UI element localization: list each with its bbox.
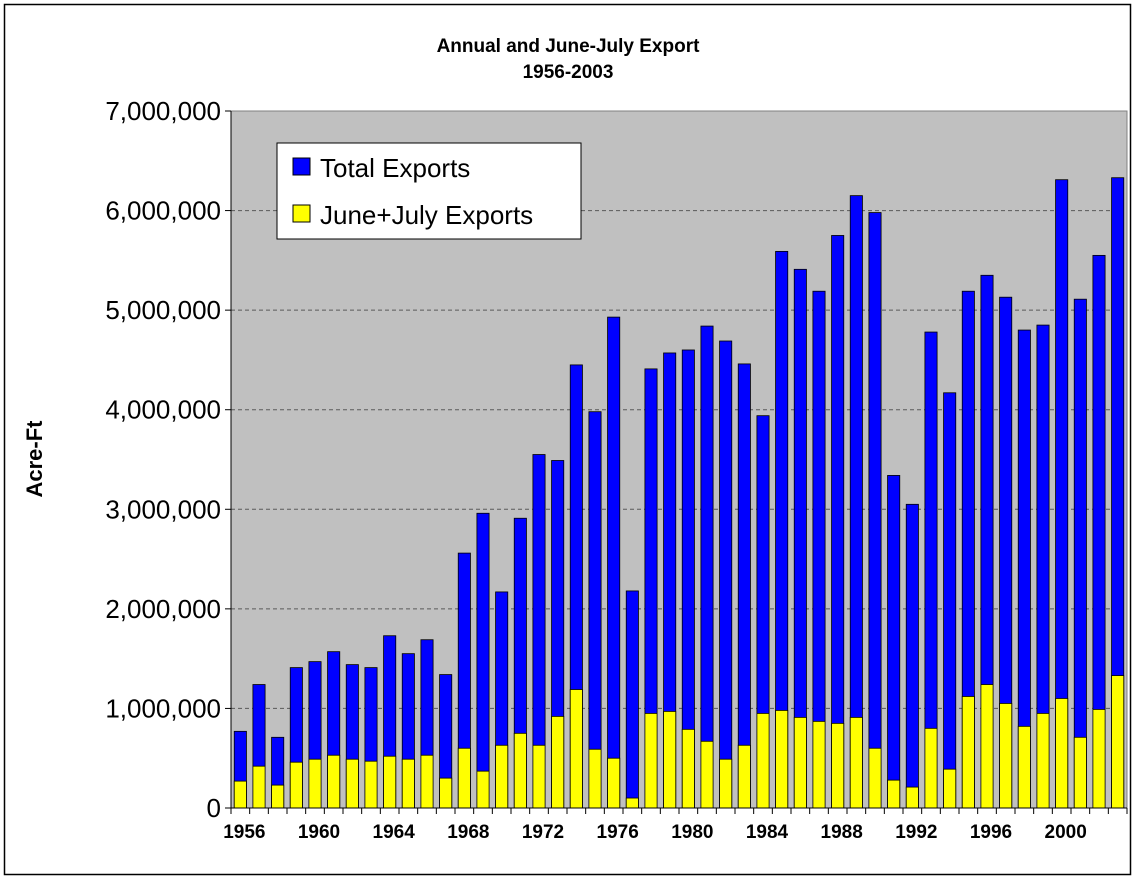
legend-swatch-june-july-exports [292, 204, 311, 223]
x-tick-label: 1972 [522, 822, 564, 843]
x-tick-label: 1984 [746, 822, 789, 843]
bar-june-july-1960 [308, 758, 322, 809]
bar-june-july-2001 [1073, 736, 1087, 809]
y-axis-label: Acre-Ft [22, 420, 47, 498]
bar-june-july-1995 [961, 696, 975, 809]
bar-june-july-1963 [364, 760, 378, 809]
bar-total-1994 [943, 392, 957, 809]
y-tick-label: 3,000,000 [105, 494, 221, 524]
bar-june-july-1977 [625, 797, 639, 809]
legend: Total Exports June+July Exports [276, 142, 582, 240]
bar-june-july-1985 [775, 710, 789, 809]
bar-total-1977 [625, 590, 639, 809]
legend-label-june-july-exports: June+July Exports [320, 200, 533, 230]
bar-june-july-1956 [233, 780, 247, 809]
bar-june-july-1979 [663, 711, 677, 809]
bar-june-july-1980 [681, 728, 695, 809]
bar-june-july-2000 [1055, 698, 1069, 809]
bar-june-july-1961 [327, 754, 341, 809]
bar-june-july-1989 [849, 716, 863, 809]
bar-total-1982 [719, 340, 733, 809]
bar-june-july-1967 [439, 777, 453, 809]
bar-june-july-1976 [607, 757, 621, 809]
bar-total-1992 [905, 503, 919, 809]
bar-june-july-1974 [569, 689, 583, 809]
bar-total-2001 [1073, 298, 1087, 809]
bar-june-july-1970 [495, 744, 509, 809]
bar-total-1976 [607, 316, 621, 809]
bar-june-july-2002 [1092, 709, 1106, 809]
chart-subtitle: 1956-2003 [523, 62, 614, 83]
bar-total-1969 [476, 512, 490, 809]
y-tick-label: 0 [207, 793, 221, 823]
bar-june-july-1992 [905, 786, 919, 809]
bar-june-july-1972 [532, 744, 546, 809]
x-tick-label: 1988 [821, 822, 863, 843]
x-tick-label: 1996 [970, 822, 1012, 843]
bar-june-july-1986 [793, 716, 807, 809]
bar-june-july-1988 [831, 722, 845, 809]
bar-june-july-1964 [383, 755, 397, 809]
bar-june-july-1991 [887, 779, 901, 809]
x-tick-label: 1976 [597, 822, 639, 843]
bar-june-july-1975 [588, 748, 602, 809]
bar-total-1981 [700, 325, 714, 809]
bars [233, 177, 1125, 809]
bar-june-july-1987 [812, 720, 826, 809]
bar-june-july-1978 [644, 713, 658, 809]
x-tick-label: 1992 [895, 822, 937, 843]
bar-june-july-1957 [252, 765, 266, 809]
y-tick-label: 5,000,000 [105, 295, 221, 325]
bar-june-july-1958 [271, 784, 285, 809]
bar-june-july-1965 [401, 758, 415, 809]
bar-june-july-1999 [1036, 713, 1050, 809]
bar-june-july-1969 [476, 770, 490, 809]
bar-june-july-1973 [551, 715, 565, 809]
bar-total-1991 [887, 475, 901, 809]
y-tick-label: 4,000,000 [105, 395, 221, 425]
bar-june-july-1966 [420, 754, 434, 809]
x-tick-label: 2000 [1045, 822, 1087, 843]
bar-total-1975 [588, 411, 602, 809]
bar-june-july-1959 [289, 761, 303, 809]
bar-june-july-1998 [1017, 725, 1031, 809]
x-tick-label: 1980 [671, 822, 713, 843]
x-axis: 1956 1960 1964 1968 1972 1976 1980 1984 1988 1992… [223, 807, 1128, 843]
bar-june-july-1994 [943, 768, 957, 809]
x-tick-label: 1968 [447, 822, 489, 843]
bar-june-july-1982 [719, 758, 733, 809]
legend-label-total-exports: Total Exports [320, 153, 470, 183]
bar-june-july-1971 [513, 732, 527, 809]
bar-june-july-1990 [868, 747, 882, 809]
bar-total-1983 [737, 363, 751, 809]
x-tick-label: 1960 [298, 822, 340, 843]
x-tick-label: 1956 [223, 822, 265, 843]
bar-total-1988 [831, 235, 845, 809]
bar-june-july-1981 [700, 740, 714, 809]
bar-june-july-2003 [1111, 675, 1125, 809]
bar-june-july-1983 [737, 744, 751, 809]
chart-title: Annual and June-July Export [437, 36, 701, 57]
bar-june-july-1962 [345, 758, 359, 809]
x-tick-label: 1964 [373, 822, 416, 843]
bar-june-july-1993 [924, 727, 938, 809]
legend-box [276, 142, 582, 240]
y-tick-label: 7,000,000 [105, 96, 221, 126]
bar-total-1990 [868, 212, 882, 809]
y-tick-label: 2,000,000 [105, 594, 221, 624]
bar-june-july-1997 [999, 703, 1013, 809]
y-tick-label: 1,000,000 [105, 693, 221, 723]
bar-june-july-1996 [980, 684, 994, 809]
legend-swatch-total-exports [292, 157, 311, 176]
y-tick-label: 6,000,000 [105, 196, 221, 226]
y-axis: 0 1,000,000 2,000,000 3,000,000 4,000,000 5,0… [105, 96, 232, 823]
bar-june-july-1984 [756, 713, 770, 809]
bar-total-1989 [849, 195, 863, 809]
bar-june-july-1968 [457, 747, 471, 809]
